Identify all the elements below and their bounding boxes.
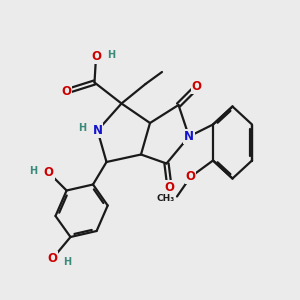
Text: H: H [78,123,86,133]
Text: CH₃: CH₃ [157,194,175,203]
Text: O: O [61,85,71,98]
Text: H: H [29,166,38,176]
Text: O: O [191,80,202,94]
Text: H: H [107,50,116,60]
Text: O: O [44,166,54,179]
Text: O: O [47,252,58,265]
Text: O: O [91,50,101,64]
Text: H: H [63,256,72,267]
Text: N: N [184,130,194,143]
Text: O: O [164,181,175,194]
Text: O: O [185,170,196,184]
Text: N: N [92,124,103,137]
